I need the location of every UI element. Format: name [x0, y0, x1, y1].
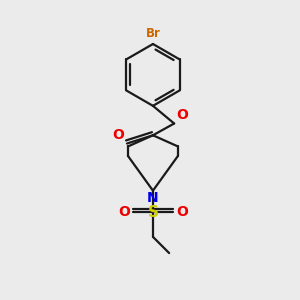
- Text: O: O: [118, 206, 130, 219]
- Text: O: O: [176, 206, 188, 219]
- Text: Br: Br: [146, 28, 160, 40]
- Text: O: O: [176, 108, 188, 122]
- Text: S: S: [147, 205, 158, 220]
- Text: N: N: [147, 191, 159, 205]
- Text: O: O: [112, 128, 124, 142]
